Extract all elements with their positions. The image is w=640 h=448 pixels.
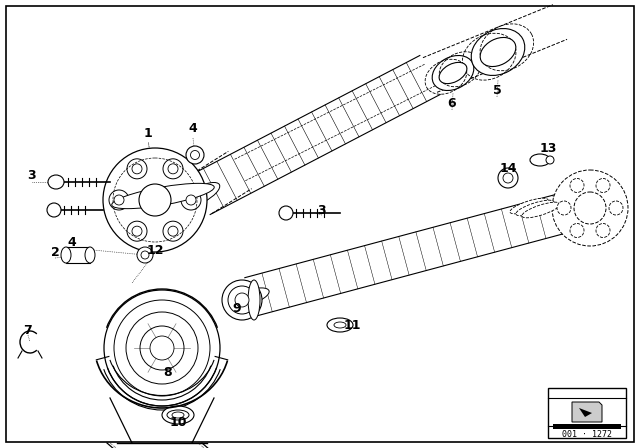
Circle shape [114, 300, 210, 396]
Text: 10: 10 [169, 415, 187, 428]
Bar [553, 424, 621, 429]
Circle shape [570, 224, 584, 237]
Circle shape [140, 326, 184, 370]
Ellipse shape [167, 410, 189, 420]
Ellipse shape [172, 412, 184, 418]
Circle shape [139, 184, 171, 216]
Text: 9: 9 [233, 302, 241, 314]
Circle shape [137, 247, 153, 263]
Ellipse shape [432, 56, 474, 90]
Ellipse shape [530, 154, 550, 166]
Ellipse shape [279, 206, 293, 220]
Circle shape [168, 226, 178, 236]
Circle shape [552, 170, 628, 246]
Bar [66, 247, 90, 263]
Circle shape [163, 221, 183, 241]
Circle shape [609, 201, 623, 215]
Ellipse shape [516, 200, 554, 216]
Circle shape [596, 178, 610, 193]
Text: 5: 5 [493, 83, 501, 96]
Text: 4: 4 [68, 236, 76, 249]
Circle shape [132, 226, 142, 236]
Text: 3: 3 [317, 203, 326, 216]
Circle shape [186, 195, 196, 205]
Ellipse shape [546, 156, 554, 164]
Circle shape [109, 190, 129, 210]
Text: 001 · 1272: 001 · 1272 [562, 430, 612, 439]
Circle shape [168, 164, 178, 174]
Ellipse shape [248, 280, 260, 320]
Ellipse shape [439, 62, 467, 84]
Circle shape [127, 221, 147, 241]
Circle shape [104, 290, 220, 406]
Ellipse shape [112, 183, 214, 209]
Ellipse shape [334, 322, 346, 328]
Ellipse shape [522, 202, 560, 218]
Polygon shape [572, 402, 602, 422]
Circle shape [126, 312, 198, 384]
Circle shape [596, 224, 610, 237]
Text: 14: 14 [499, 161, 516, 175]
Circle shape [141, 251, 149, 259]
Ellipse shape [61, 247, 71, 263]
Circle shape [498, 168, 518, 188]
Text: 13: 13 [540, 142, 557, 155]
Ellipse shape [47, 203, 61, 217]
Ellipse shape [327, 318, 353, 332]
Ellipse shape [228, 286, 256, 314]
Ellipse shape [180, 182, 220, 207]
Text: 8: 8 [164, 366, 172, 379]
Ellipse shape [191, 151, 200, 159]
Circle shape [181, 190, 201, 210]
Ellipse shape [231, 288, 269, 306]
Circle shape [570, 178, 584, 193]
Circle shape [132, 164, 142, 174]
Ellipse shape [48, 175, 64, 189]
Circle shape [103, 148, 207, 252]
Ellipse shape [471, 29, 525, 75]
Circle shape [114, 195, 124, 205]
Circle shape [150, 336, 174, 360]
Text: 7: 7 [24, 323, 33, 336]
Ellipse shape [186, 146, 204, 164]
Circle shape [127, 159, 147, 179]
Circle shape [163, 159, 183, 179]
Text: 4: 4 [189, 121, 197, 134]
Polygon shape [579, 408, 592, 417]
Text: 11: 11 [343, 319, 361, 332]
Text: 3: 3 [28, 168, 36, 181]
Text: 12: 12 [147, 244, 164, 257]
Ellipse shape [480, 38, 516, 67]
Bar [548, 388, 626, 438]
Circle shape [557, 201, 571, 215]
Circle shape [574, 192, 606, 224]
Text: 1: 1 [143, 126, 152, 139]
Ellipse shape [235, 293, 249, 307]
Ellipse shape [222, 280, 262, 320]
Circle shape [503, 173, 513, 183]
Ellipse shape [85, 247, 95, 263]
Ellipse shape [162, 406, 194, 424]
Ellipse shape [510, 198, 548, 214]
Text: 6: 6 [448, 96, 456, 109]
Text: 2: 2 [51, 246, 60, 258]
